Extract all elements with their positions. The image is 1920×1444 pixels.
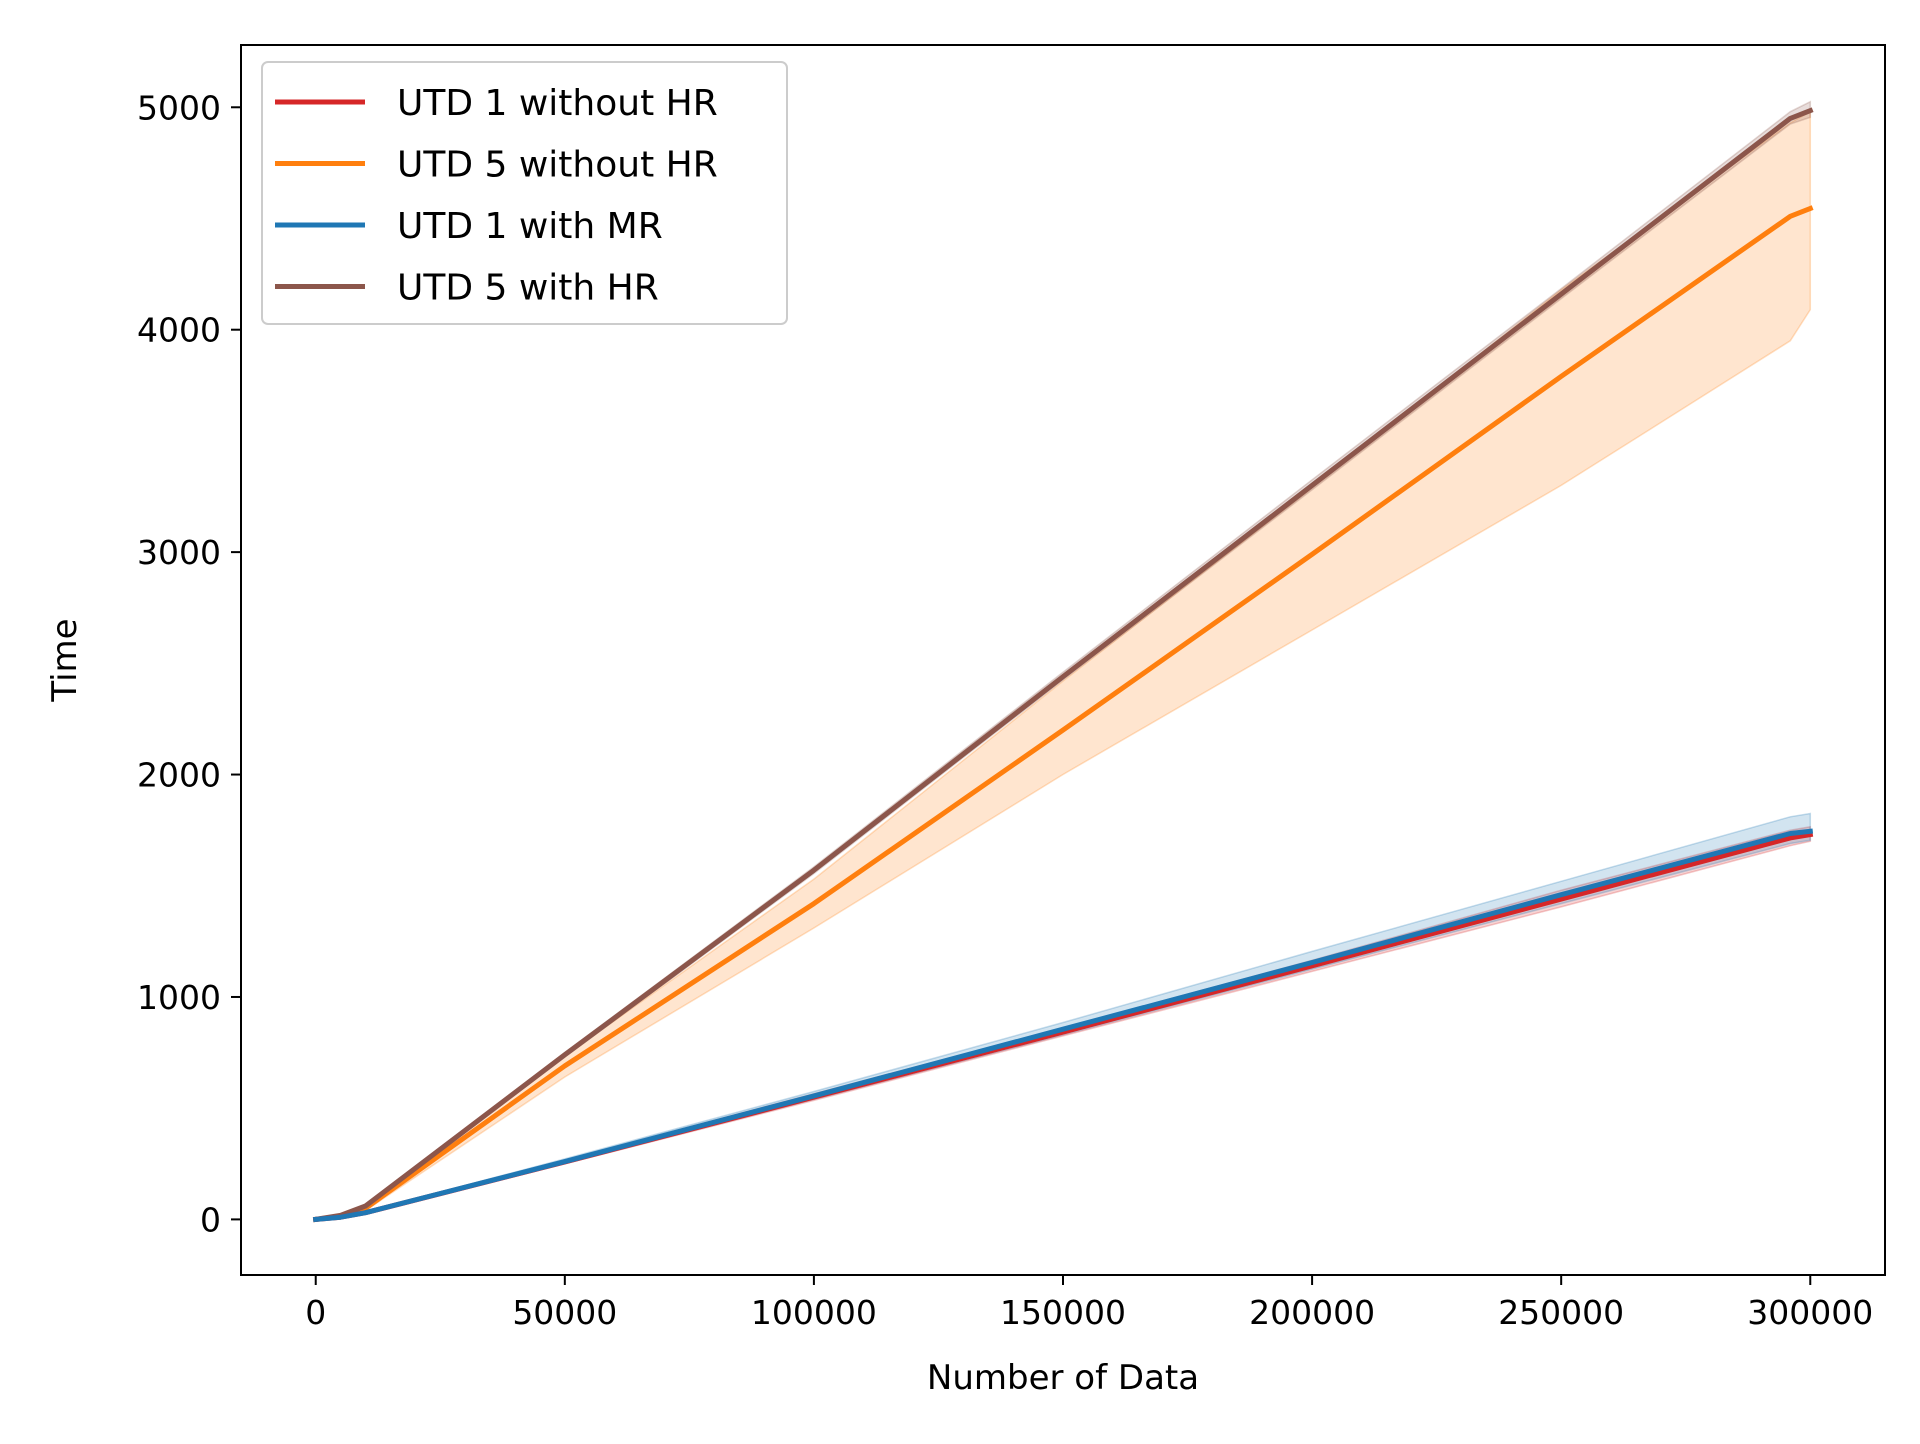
- y-axis-ticks: 0 1000 2000 3000 4000 5000: [137, 88, 241, 1239]
- series-line: [312, 828, 1814, 1223]
- y-tick-label: 5000: [137, 88, 221, 127]
- y-axis-label: Time: [45, 618, 85, 702]
- x-axis-label: Number of Data: [927, 1358, 1199, 1398]
- legend-entry: UTD 5 without HR: [397, 145, 718, 186]
- legend-entry: UTD 1 with MR: [397, 206, 663, 247]
- x-axis-ticks: 0 50000 100000 150000 200000 250000 300000: [305, 1275, 1873, 1332]
- y-tick-label: 1000: [137, 978, 221, 1017]
- legend-box: [261, 61, 788, 325]
- x-tick-label: 0: [305, 1293, 326, 1332]
- y-tick-label: 4000: [137, 311, 221, 350]
- x-tick-label: 50000: [512, 1293, 617, 1332]
- x-tick-label: 200000: [1249, 1293, 1375, 1332]
- y-tick-label: 3000: [137, 533, 221, 572]
- legend-entry: UTD 1 without HR: [397, 83, 718, 124]
- legend-entry: UTD 5 with HR: [397, 268, 659, 309]
- y-tick-label: 0: [200, 1200, 221, 1239]
- series-line: [312, 107, 1814, 1223]
- series-lines: [312, 107, 1814, 1223]
- y-tick-label: 2000: [137, 756, 221, 795]
- x-tick-label: 250000: [1498, 1293, 1624, 1332]
- legend: UTD 1 without HR UTD 5 without HR UTD 1 wi…: [261, 61, 788, 325]
- x-tick-label: 100000: [751, 1293, 877, 1332]
- x-tick-label: 300000: [1747, 1293, 1873, 1332]
- x-tick-label: 150000: [1000, 1293, 1126, 1332]
